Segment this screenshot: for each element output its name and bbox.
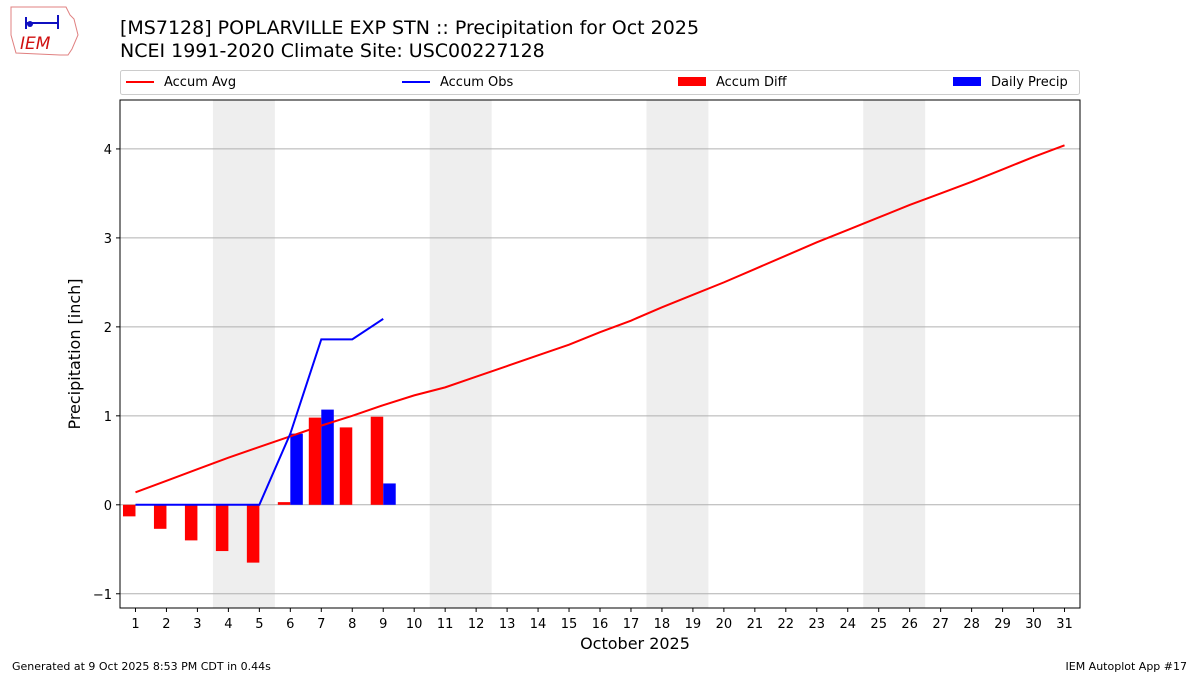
x-tick-label: 3 (193, 617, 201, 632)
daily-precip-bar (290, 433, 303, 505)
x-tick-label: 9 (379, 617, 387, 632)
x-tick-label: 17 (623, 617, 640, 632)
accum-diff-bar (277, 502, 291, 505)
x-tick-label: 8 (348, 617, 356, 632)
plot-frame (119, 99, 1081, 609)
accum-diff-bar (215, 504, 229, 552)
accum-avg-line (135, 144, 1065, 494)
x-tick-label: 18 (654, 617, 671, 632)
accum-diff-bar (308, 417, 322, 505)
x-tick-label: 1 (131, 617, 139, 632)
iem-logo: IEM (8, 5, 80, 61)
daily-precip-bar (321, 409, 334, 505)
x-tick-label: 7 (317, 617, 325, 632)
x-tick-label: 19 (685, 617, 702, 632)
x-tick-label: 29 (994, 617, 1011, 632)
legend-obs-label: Accum Obs (440, 75, 513, 90)
y-tick-label: 4 (104, 143, 112, 158)
y-tick-label: −1 (93, 588, 112, 603)
x-tick-label: 4 (224, 617, 232, 632)
y-tick-label: 0 (104, 499, 112, 514)
weekend-band (863, 100, 926, 608)
legend-daily-label: Daily Precip (991, 75, 1068, 90)
x-tick-label: 2 (162, 617, 170, 632)
legend-avg-label: Accum Avg (164, 75, 236, 90)
generated-note: Generated at 9 Oct 2025 8:53 PM CDT in 0… (12, 660, 271, 673)
y-tick-label: 1 (104, 410, 112, 425)
legend: Accum Avg Accum Obs Accum Diff Daily Pre… (120, 70, 1080, 95)
accum-diff-bar (370, 416, 384, 505)
accum-diff-bar (246, 504, 260, 563)
x-tick-label: 15 (561, 617, 578, 632)
daily-precip-bar (383, 483, 396, 505)
accum-diff-bar (122, 504, 136, 517)
accum-diff-bar (339, 427, 353, 505)
accum-diff-bar (153, 504, 167, 529)
legend-diff-label: Accum Diff (716, 75, 788, 90)
legend-diff-swatch (678, 77, 706, 86)
app-credit: IEM Autoplot App #17 (1065, 660, 1188, 673)
x-tick-label: 22 (778, 617, 795, 632)
x-tick-label: 24 (839, 617, 856, 632)
accum-obs-line (135, 318, 384, 506)
x-tick-label: 21 (747, 617, 764, 632)
x-tick-label: 10 (406, 617, 423, 632)
weekend-band (646, 100, 709, 608)
x-tick-label: 5 (255, 617, 263, 632)
legend-daily-swatch (953, 77, 981, 86)
x-tick-label: 23 (809, 617, 826, 632)
x-tick-label: 16 (592, 617, 609, 632)
x-axis-label: October 2025 (580, 634, 690, 653)
x-tick-label: 26 (901, 617, 918, 632)
y-axis-label: Precipitation [inch] (65, 278, 84, 429)
x-tick-label: 14 (530, 617, 547, 632)
chart-subtitle: NCEI 1991-2020 Climate Site: USC00227128 (120, 40, 545, 62)
x-tick-label: 20 (716, 617, 733, 632)
chart-title: [MS7128] POPLARVILLE EXP STN :: Precipit… (120, 17, 700, 39)
weekend-band (429, 100, 492, 608)
x-tick-label: 12 (468, 617, 485, 632)
x-tick-label: 28 (963, 617, 980, 632)
x-tick-label: 25 (870, 617, 887, 632)
y-tick-label: 3 (104, 232, 112, 247)
x-tick-label: 30 (1025, 617, 1042, 632)
svg-text:IEM: IEM (20, 34, 51, 54)
y-tick-label: 2 (104, 321, 112, 336)
x-tick-label: 13 (499, 617, 516, 632)
x-tick-label: 31 (1056, 617, 1073, 632)
accum-diff-bar (184, 504, 198, 541)
x-tick-label: 27 (932, 617, 949, 632)
x-tick-label: 11 (437, 617, 454, 632)
x-tick-label: 6 (286, 617, 294, 632)
